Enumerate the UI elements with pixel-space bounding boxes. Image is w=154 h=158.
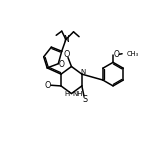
Text: O: O [114, 50, 120, 59]
Text: O: O [64, 49, 70, 58]
Text: N: N [81, 69, 86, 75]
Text: O: O [58, 60, 64, 69]
Text: N: N [63, 35, 69, 44]
Text: CH₃: CH₃ [126, 51, 138, 57]
Text: H: H [64, 91, 69, 97]
Text: S: S [82, 95, 87, 104]
Text: NH: NH [72, 91, 83, 97]
Text: O: O [45, 81, 51, 90]
